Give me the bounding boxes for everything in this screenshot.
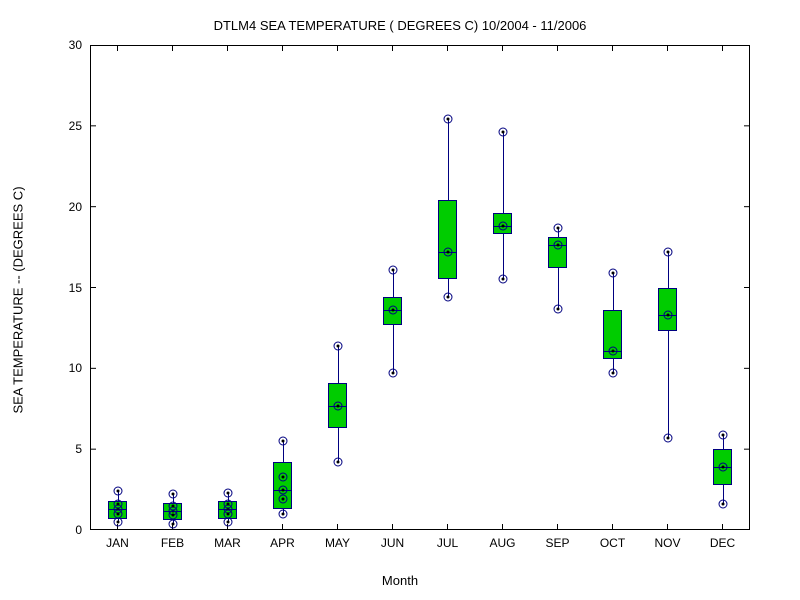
data-marker <box>168 519 177 528</box>
x-tick-label: DEC <box>710 536 735 550</box>
chart-title: DTLM4 SEA TEMPERATURE ( DEGREES C) 10/20… <box>0 18 800 33</box>
data-marker <box>333 401 342 410</box>
figure: DTLM4 SEA TEMPERATURE ( DEGREES C) 10/20… <box>0 0 800 600</box>
data-marker <box>718 462 727 471</box>
data-marker <box>278 485 287 494</box>
y-tick-label: 15 <box>69 281 82 295</box>
x-tick-label: FEB <box>161 536 184 550</box>
data-marker <box>223 488 232 497</box>
y-tick-label: 25 <box>69 119 82 133</box>
data-marker <box>113 509 122 518</box>
data-marker <box>553 241 562 250</box>
data-marker <box>113 517 122 526</box>
data-marker <box>168 511 177 520</box>
box-whisker <box>503 132 504 279</box>
data-marker <box>718 430 727 439</box>
y-tick-label: 5 <box>75 442 82 456</box>
data-marker <box>278 472 287 481</box>
x-tick-label: MAY <box>325 536 350 550</box>
x-tick-label: MAR <box>214 536 241 550</box>
x-tick-label: AUG <box>489 536 515 550</box>
y-tick-label: 10 <box>69 361 82 375</box>
data-marker <box>443 115 452 124</box>
data-marker <box>278 495 287 504</box>
box-body <box>438 200 457 279</box>
data-marker <box>223 509 232 518</box>
data-marker <box>223 500 232 509</box>
data-marker <box>388 306 397 315</box>
data-marker <box>223 517 232 526</box>
data-marker <box>718 500 727 509</box>
data-marker <box>608 346 617 355</box>
data-marker <box>553 223 562 232</box>
data-marker <box>498 222 507 231</box>
data-marker <box>388 265 397 274</box>
data-marker <box>443 247 452 256</box>
y-tick-label: 0 <box>75 523 82 537</box>
x-tick-label: JUN <box>381 536 404 550</box>
y-tick-label: 20 <box>69 200 82 214</box>
box-body <box>658 288 677 332</box>
data-marker <box>663 310 672 319</box>
plot-area: 051015202530JANFEBMARAPRMAYJUNJULAUGSEPO… <box>90 45 750 530</box>
data-marker <box>498 128 507 137</box>
box-whisker <box>668 252 669 438</box>
data-marker <box>278 437 287 446</box>
data-marker <box>278 509 287 518</box>
x-axis-label: Month <box>0 573 800 588</box>
data-marker <box>663 247 672 256</box>
data-marker <box>608 369 617 378</box>
y-axis-label: SEA TEMPERATURE -- (DEGREES C) <box>11 186 26 413</box>
x-tick-label: JUL <box>437 536 458 550</box>
axes-box <box>90 45 750 530</box>
data-marker <box>498 275 507 284</box>
data-marker <box>168 501 177 510</box>
x-tick-label: OCT <box>600 536 625 550</box>
data-marker <box>113 487 122 496</box>
data-marker <box>608 268 617 277</box>
data-marker <box>168 490 177 499</box>
data-marker <box>113 500 122 509</box>
data-marker <box>388 369 397 378</box>
x-tick-label: NOV <box>654 536 680 550</box>
y-tick-label: 30 <box>69 38 82 52</box>
x-tick-label: JAN <box>106 536 129 550</box>
data-marker <box>333 458 342 467</box>
data-marker <box>333 341 342 350</box>
x-tick-label: APR <box>270 536 295 550</box>
data-marker <box>553 304 562 313</box>
data-marker <box>663 433 672 442</box>
x-tick-label: SEP <box>545 536 569 550</box>
data-marker <box>443 293 452 302</box>
